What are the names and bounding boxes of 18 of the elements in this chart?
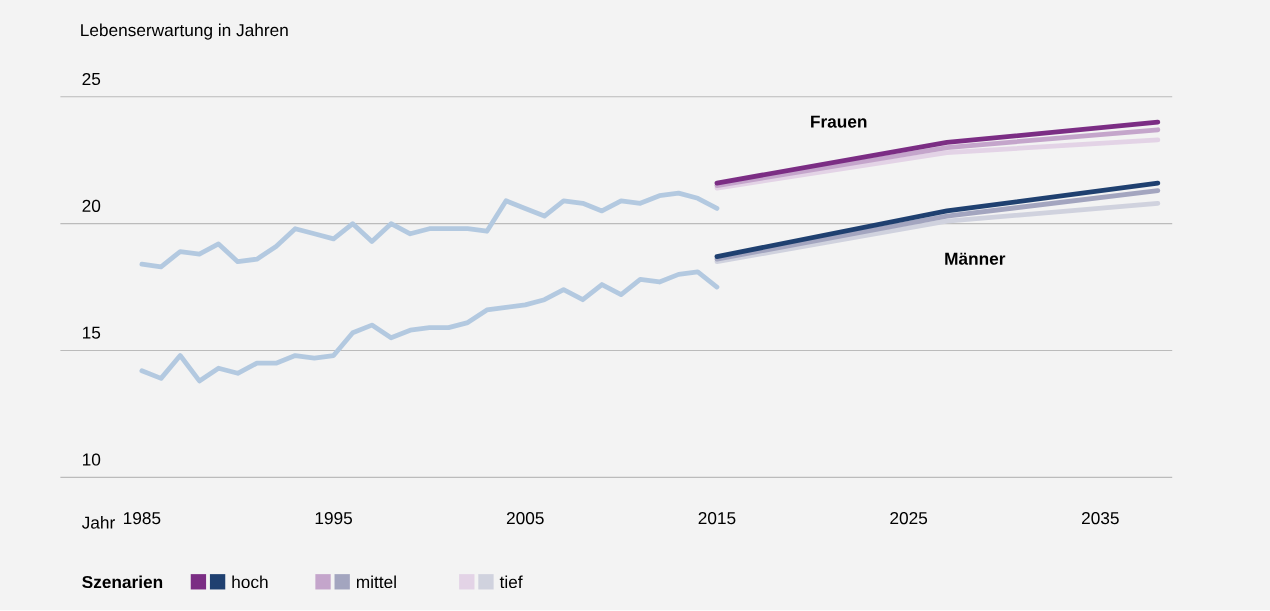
x-tick-label: 2005: [506, 512, 544, 525]
x-tick-label: 1995: [315, 512, 353, 525]
y-tick-label: 25: [82, 73, 101, 86]
y-axis-title: Lebenserwartung in Jahren: [81, 23, 288, 40]
y-tick-label: 10: [82, 453, 101, 466]
legend-label: mittel: [356, 575, 396, 589]
legend-label: tief: [499, 575, 523, 589]
x-tick-label: 2015: [698, 512, 736, 525]
y-tick-label: 15: [82, 326, 101, 339]
y-tick-label: 20: [82, 199, 101, 213]
legend-label: hoch: [232, 575, 268, 589]
annotation: Frauen: [811, 115, 867, 128]
x-axis-title: Jahr: [81, 516, 115, 529]
x-tick-label: 1985: [123, 512, 161, 525]
legend-title: Szenarien: [82, 575, 163, 589]
annotation: Männer: [945, 252, 1006, 266]
x-tick-label: 2035: [1082, 512, 1119, 525]
x-tick-label: 2025: [890, 512, 928, 525]
